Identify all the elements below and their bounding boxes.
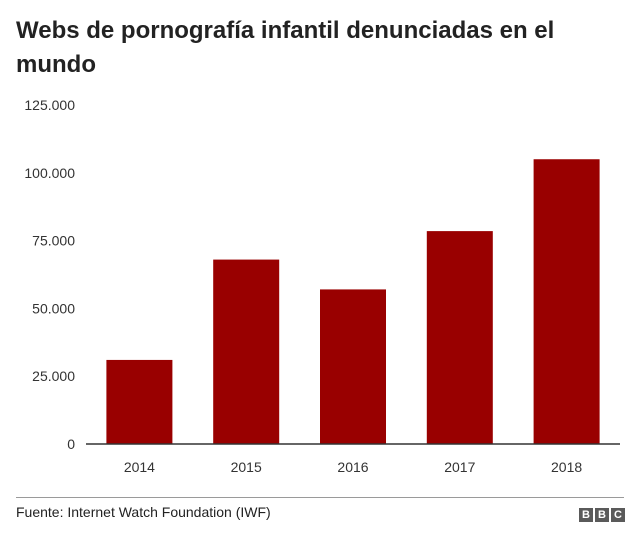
x-tick-label: 2014 — [124, 459, 155, 475]
y-tick-label: 125.000 — [24, 97, 75, 113]
bbc-logo-block: B — [579, 508, 593, 522]
y-tick-label: 50.000 — [32, 300, 75, 316]
x-tick-label: 2018 — [551, 459, 582, 475]
bar-2015 — [213, 259, 280, 444]
bars — [106, 159, 600, 445]
x-tick-label: 2016 — [337, 459, 368, 475]
y-tick-label: 0 — [67, 436, 75, 452]
x-tick-label: 2015 — [231, 459, 262, 475]
footer-divider — [16, 497, 624, 498]
bbc-logo: B B C — [579, 508, 625, 522]
bar-2018 — [533, 159, 600, 445]
y-tick-label: 25.000 — [32, 368, 75, 384]
bbc-logo-block: C — [611, 508, 625, 522]
bar-2014 — [106, 359, 173, 444]
bar-2017 — [426, 231, 493, 444]
y-tick-label: 100.000 — [24, 165, 75, 181]
y-axis-ticks: 0 25.000 50.000 75.000 100.000 125.000 — [24, 97, 75, 452]
chart-title: Webs de pornografía infantil denunciadas… — [16, 17, 555, 78]
source-note: Fuente: Internet Watch Foundation (IWF) — [16, 504, 271, 520]
x-axis-ticks: 2014 2015 2016 2017 2018 — [124, 459, 583, 475]
y-tick-label: 75.000 — [32, 233, 75, 249]
bbc-logo-block: B — [595, 508, 609, 522]
bar-2016 — [320, 289, 386, 444]
x-tick-label: 2017 — [444, 459, 475, 475]
